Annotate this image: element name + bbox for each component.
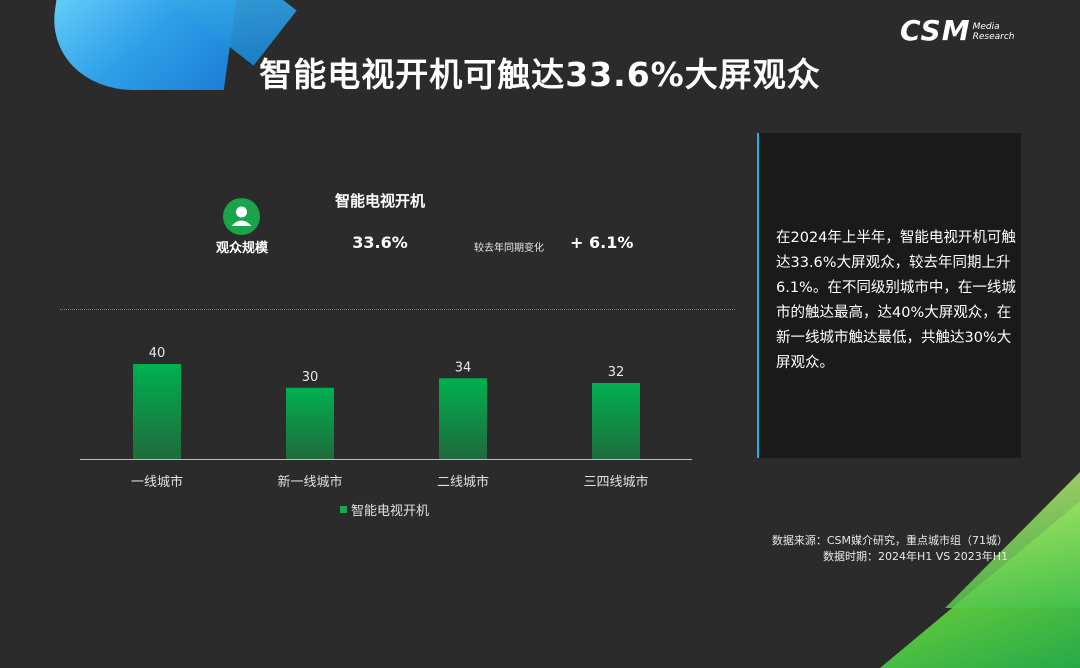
logo-main-text: CSM: [900, 14, 971, 47]
bar-2: [286, 387, 334, 459]
bar-value-label: 40: [149, 346, 166, 361]
bar-chart: 40 一线城市 30 新一线城市 34 二线城市 32 三四线城市: [80, 346, 692, 490]
audience-size-label: 观众规模: [215, 241, 268, 256]
bar-4: [592, 383, 640, 459]
legend-swatch: [340, 506, 347, 513]
summary-panel-text: 在2024年上半年，智能电视开机可触达33.6%大屏观众，较去年同期上升6.1%…: [776, 230, 1016, 371]
bar-value-label: 32: [608, 365, 625, 380]
data-period-line: 数据时期：2024年H1 VS 2023年H1: [822, 550, 1008, 563]
decor-green-shape-2: [945, 472, 1080, 608]
page-title: 智能电视开机可触达33.6%大屏观众: [259, 55, 821, 94]
bar-value-label: 34: [455, 360, 472, 375]
bar-value-label: 30: [302, 370, 319, 385]
dotted-separator: [60, 309, 735, 310]
x-tick-label: 二线城市: [437, 474, 489, 490]
logo-sub-line-2: Research: [972, 31, 1015, 42]
logo-sub-line-1: Media: [972, 21, 1000, 32]
summary-heading: 智能电视开机: [334, 192, 425, 210]
x-tick-label: 三四线城市: [583, 474, 648, 490]
x-tick-label: 新一线城市: [277, 474, 342, 490]
data-source-line: 数据来源：CSM媒介研究，重点城市组（71城）: [771, 534, 1008, 547]
legend-label: 智能电视开机: [351, 504, 430, 519]
bar-1: [133, 364, 181, 459]
logo-sub-text: Media Research: [973, 22, 1015, 42]
person-icon: [223, 198, 260, 235]
chart-legend: 智能电视开机: [340, 500, 429, 519]
reach-value: 33.6%: [352, 233, 408, 252]
summary-panel: [757, 133, 1021, 458]
bar-3: [439, 378, 487, 459]
data-source-note: 数据来源：CSM媒介研究，重点城市组（71城） 数据时期：2024年H1 VS …: [772, 533, 1008, 565]
yoy-label: 较去年同期变化: [474, 243, 544, 254]
x-tick-label: 一线城市: [131, 474, 183, 490]
yoy-value: + 6.1%: [570, 233, 634, 252]
csm-logo: CSM Media Research: [900, 14, 1014, 47]
